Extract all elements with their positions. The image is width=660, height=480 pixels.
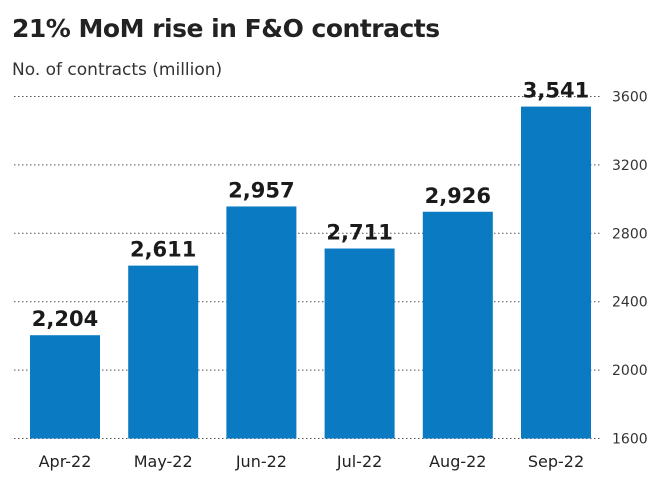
bar [30, 335, 100, 439]
data-label: 2,711 [326, 221, 392, 245]
y-tick-label: 2400 [612, 295, 648, 311]
data-label: 2,611 [130, 238, 196, 262]
bar [422, 211, 493, 439]
data-label: 2,957 [228, 178, 294, 202]
data-label: 3,541 [523, 79, 589, 103]
x-tick-label: Jun-22 [235, 452, 287, 471]
y-tick-label: 2000 [612, 363, 648, 379]
chart-title: 21% MoM rise in F&O contracts [12, 14, 440, 43]
bar [324, 248, 395, 439]
x-tick-label: Sep-22 [528, 452, 584, 471]
y-tick-label: 3600 [612, 90, 648, 106]
y-tick-label: 3200 [612, 158, 648, 174]
bar [226, 206, 297, 439]
chart-subtitle: No. of contracts (million) [12, 60, 223, 80]
x-tick-label: Jul-22 [336, 452, 382, 471]
bar [521, 106, 591, 439]
y-tick-label: 2800 [612, 226, 648, 242]
x-tick-label: Aug-22 [429, 452, 486, 471]
x-tick-label: May-22 [134, 452, 193, 471]
x-tick-label: Apr-22 [39, 452, 92, 471]
y-tick-label: 1600 [612, 432, 648, 448]
data-label: 2,926 [425, 184, 491, 208]
data-label: 2,204 [32, 307, 98, 331]
bar [128, 265, 199, 439]
